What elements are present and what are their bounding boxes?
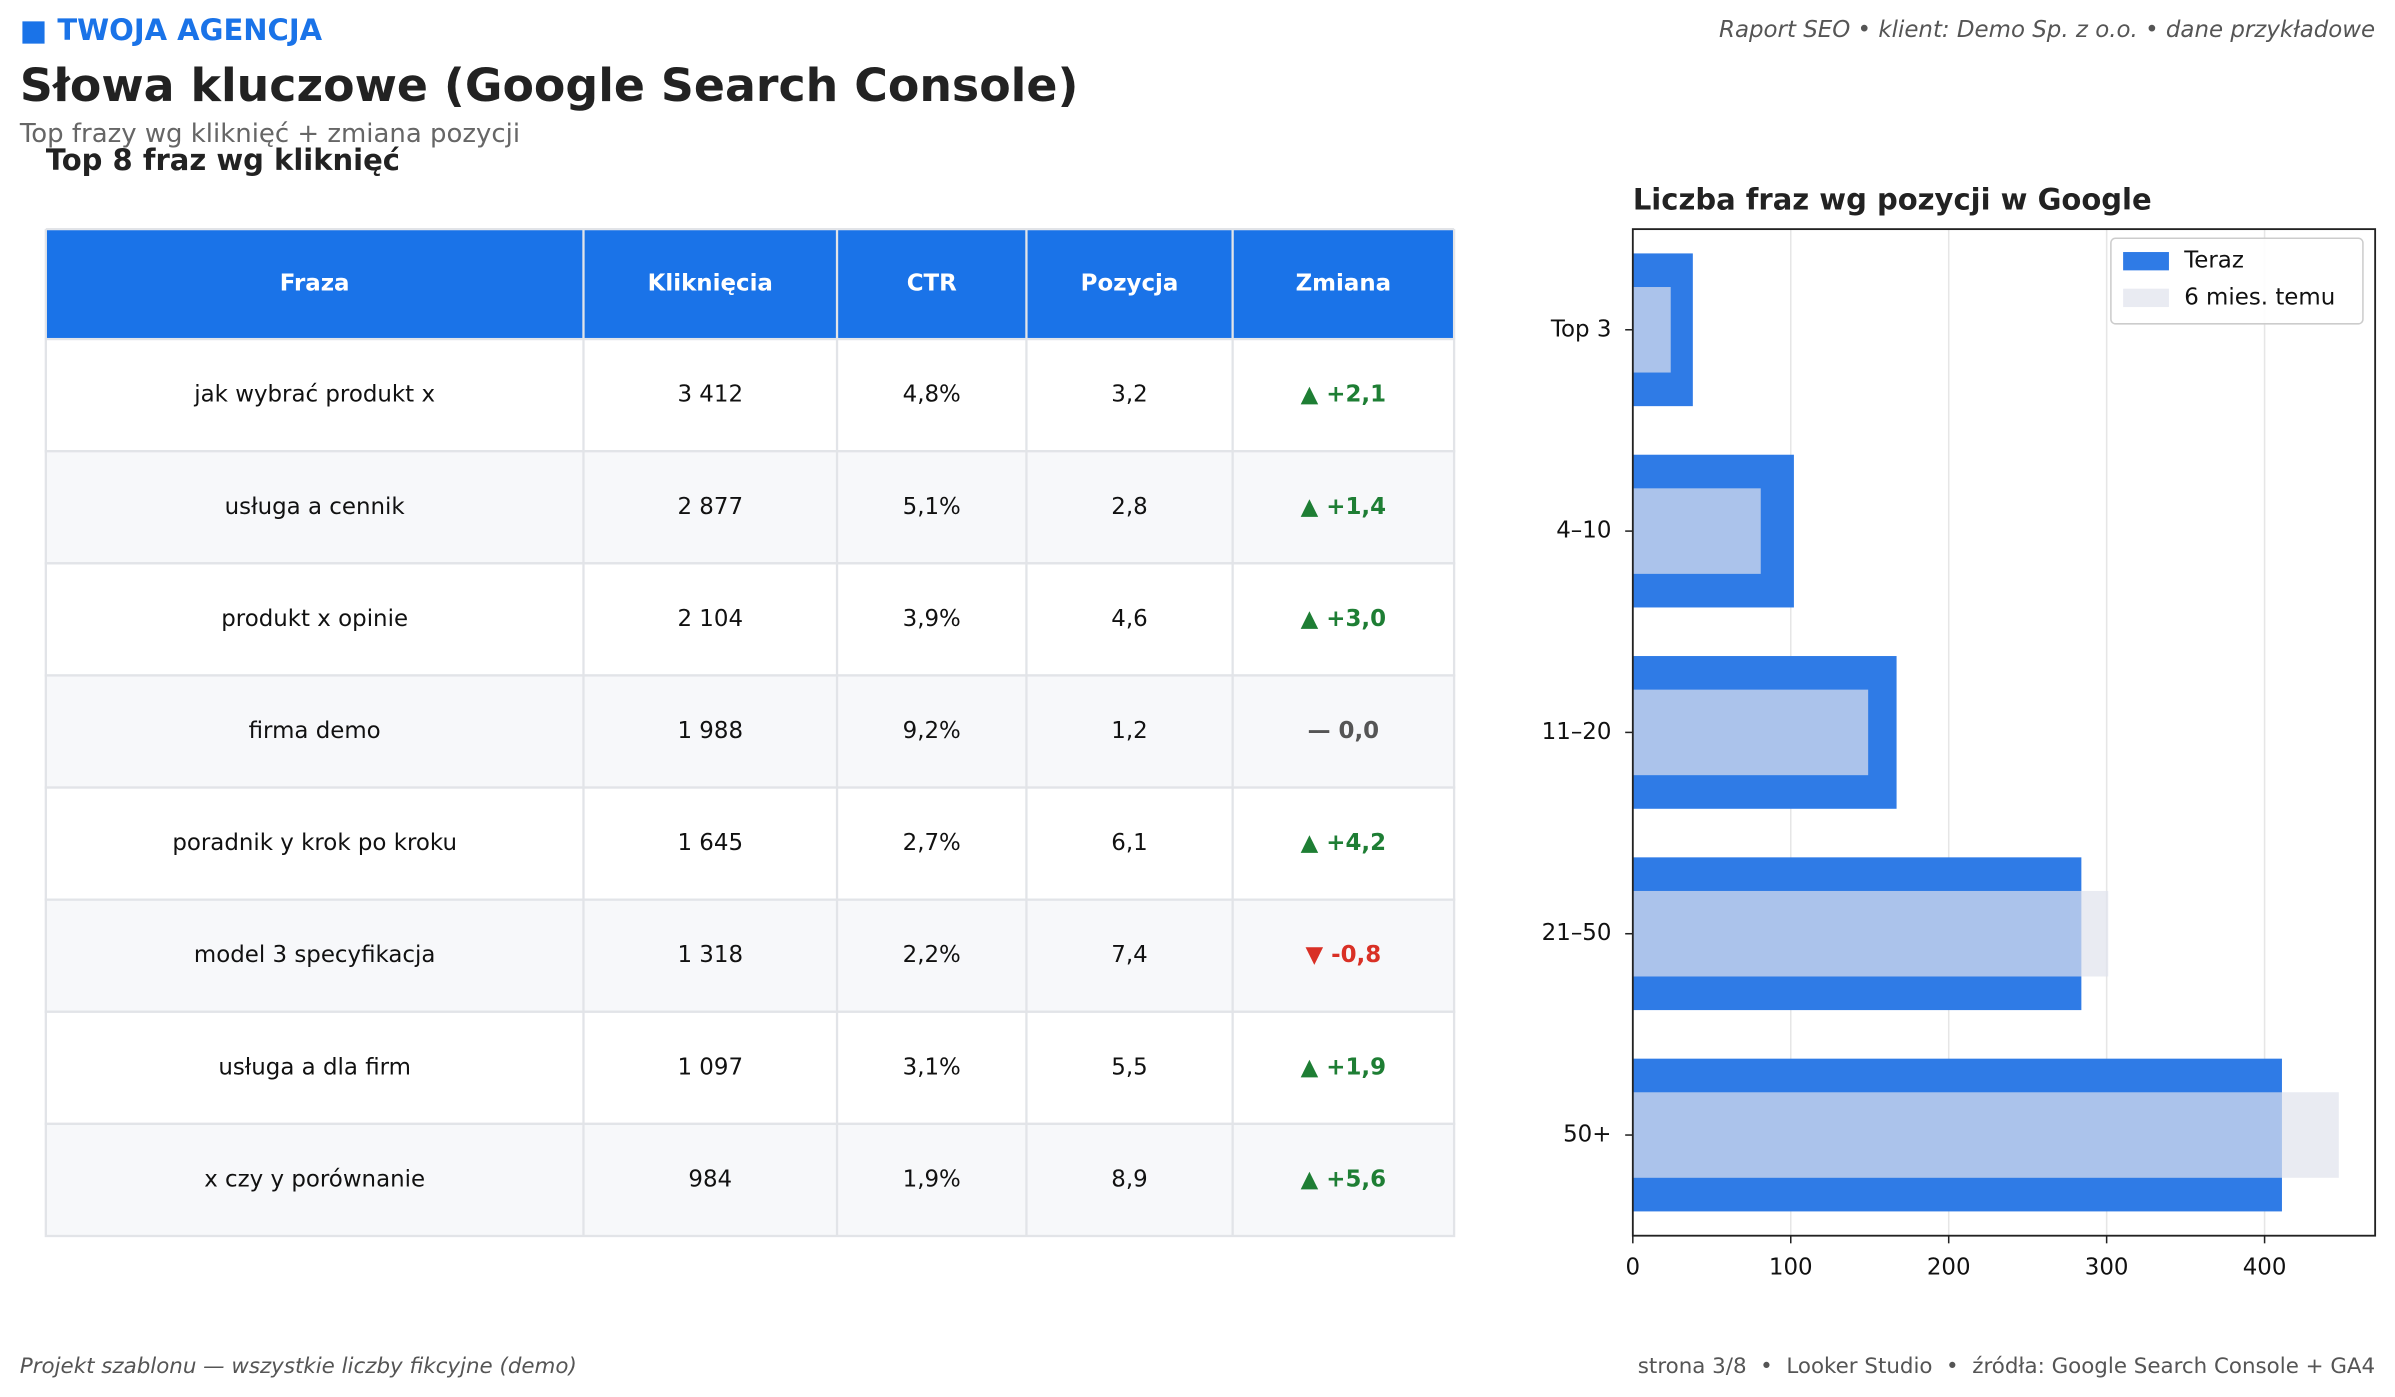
table-cell: 984: [688, 1166, 732, 1192]
table-cell: 2 104: [677, 606, 743, 632]
plot-frame: [1631, 228, 2377, 1237]
column-header: Kliknięcia: [648, 271, 773, 297]
x-tick-label: 300: [2085, 1254, 2129, 1280]
legend-label: Teraz: [2183, 248, 2244, 274]
table-cell: 4,6: [1111, 606, 1147, 632]
table-cell: 6,1: [1111, 830, 1147, 856]
table-cell: ▲ +2,1: [1301, 382, 1386, 408]
column-header: Zmiana: [1296, 271, 1392, 297]
table-cell: 1 988: [677, 718, 743, 744]
legend-label: 6 mies. temu: [2184, 284, 2335, 310]
table-cell: 2,8: [1111, 494, 1147, 520]
y-tick-label: 21–50: [1542, 920, 1612, 946]
table-cell: ▼ -0,8: [1306, 942, 1382, 968]
table-cell: 8,9: [1111, 1166, 1147, 1192]
table-cell: ▲ +1,4: [1301, 494, 1386, 520]
table-cell: 3,9%: [903, 606, 961, 632]
table-cell: 2 877: [677, 494, 743, 520]
table-cell: 1,9%: [903, 1166, 961, 1192]
x-tick-label: 400: [2243, 1254, 2287, 1280]
table-cell: usługa a dla firm: [218, 1054, 411, 1080]
table-cell: usługa a cennik: [225, 494, 406, 520]
column-header: Fraza: [280, 271, 350, 297]
y-tick-label: 4–10: [1556, 518, 1611, 544]
table-cell: produkt x opinie: [221, 606, 408, 632]
table-cell: 2,7%: [903, 830, 961, 856]
table-row-bg: [44, 450, 1456, 565]
x-tick-label: 100: [1769, 1254, 1813, 1280]
legend-swatch: [2123, 252, 2169, 271]
page-subtitle: Top frazy wg kliknięć + zmiana pozycji: [19, 119, 520, 149]
table-row-bg: [44, 786, 1456, 901]
chart-title: Liczba fraz wg pozycji w Google: [1633, 183, 2152, 217]
table-cell: 3,1%: [903, 1054, 961, 1080]
table-cell: 1 645: [677, 830, 743, 856]
table-cell: 1 318: [677, 942, 743, 968]
table-cell: 1 097: [677, 1054, 743, 1080]
bar: [1632, 890, 2109, 977]
table-cell: firma demo: [249, 718, 381, 744]
bar: [1632, 287, 1671, 373]
table-cell: 3,2: [1111, 382, 1147, 408]
bar: [1632, 689, 1869, 776]
table-cell: 4,8%: [903, 382, 961, 408]
table-cell: 5,1%: [903, 494, 961, 520]
table-cell: ▲ +4,2: [1301, 830, 1386, 856]
bar: [1632, 488, 1761, 574]
y-tick-label: Top 3: [1550, 316, 1612, 342]
table-cell: ▲ +3,0: [1301, 606, 1386, 632]
table-row-bg: [44, 674, 1456, 789]
table-cell: — 0,0: [1308, 718, 1379, 744]
x-tick-label: 200: [1927, 1254, 1971, 1280]
y-tick-label: 11–20: [1542, 719, 1612, 745]
x-tick-label: 0: [1626, 1254, 1641, 1280]
table-row-bg: [44, 562, 1456, 677]
table-row-bg: [44, 898, 1456, 1013]
bar: [1632, 1092, 2339, 1178]
footer-left: Projekt szablonu — wszystkie liczby fikc…: [20, 1354, 577, 1379]
footer-right: strona 3/8 • Looker Studio • źródła: Goo…: [1638, 1354, 2375, 1379]
table-cell: model 3 specyfikacja: [194, 942, 436, 968]
table-cell: ▲ +5,6: [1301, 1166, 1386, 1192]
report-meta: Raport SEO • klient: Demo Sp. z o.o. • d…: [1719, 17, 2375, 43]
table-cell: jak wybrać produkt x: [193, 382, 435, 408]
table-cell: 3 412: [677, 382, 743, 408]
brand: ■ TWOJA AGENCJA: [20, 13, 323, 47]
table-header-bg: [45, 229, 1455, 340]
table-cell: 1,2: [1111, 718, 1147, 744]
column-header: Pozycja: [1081, 271, 1179, 297]
table-row-bg: [44, 1010, 1456, 1126]
table-cell: x czy y porównanie: [204, 1166, 425, 1192]
y-tick-label: 50+: [1563, 1122, 1611, 1148]
table-cell: 7,4: [1111, 942, 1147, 968]
table-cell: ▲ +1,9: [1301, 1054, 1386, 1080]
table-cell: poradnik y krok po kroku: [172, 830, 457, 856]
table-cell: 5,5: [1111, 1054, 1147, 1080]
legend-swatch: [2123, 288, 2169, 308]
table-cell: 2,2%: [903, 942, 961, 968]
page-title: Słowa kluczowe (Google Search Console): [20, 58, 1079, 112]
legend-box: [2110, 237, 2364, 325]
column-header: CTR: [907, 271, 957, 297]
table-row-bg: [44, 1122, 1456, 1238]
table-cell: 9,2%: [903, 718, 961, 744]
table-title: Top 8 fraz wg kliknięć: [46, 143, 400, 177]
